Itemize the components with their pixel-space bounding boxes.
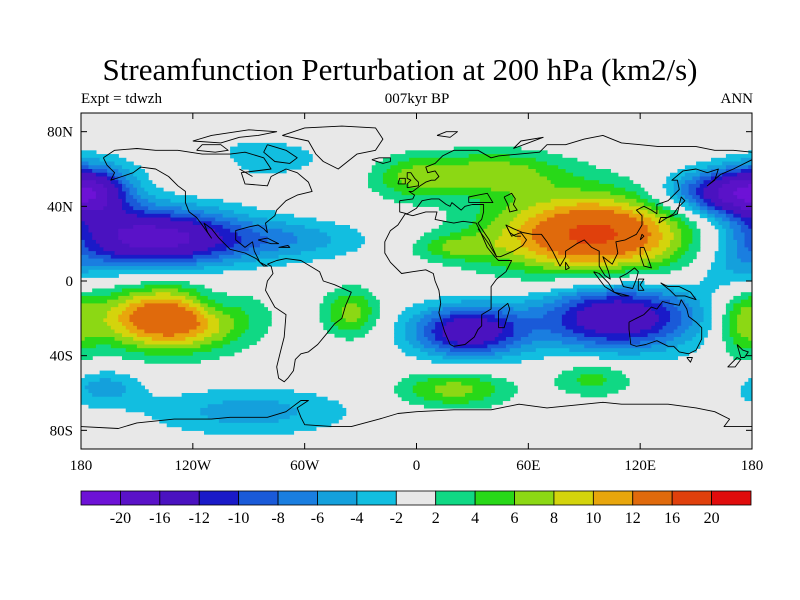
lat-tick-label: 80N xyxy=(47,125,73,141)
coastline-africa xyxy=(384,211,513,347)
coastline-eurasia xyxy=(399,134,752,280)
coastline-novaya-zemlya xyxy=(513,136,544,149)
colorbar-label: 6 xyxy=(511,510,519,527)
colorbar-label: 16 xyxy=(664,510,680,527)
lon-tick-label: 0 xyxy=(413,458,421,474)
coastline-cuba xyxy=(257,237,280,245)
lon-tick-label: 180 xyxy=(741,458,764,474)
coastline-black-sea xyxy=(468,192,494,204)
coastline-philippines xyxy=(639,246,652,269)
colorbar-label: -2 xyxy=(390,510,403,527)
coastline-arabian-peninsula-gulf xyxy=(505,224,521,237)
coastline-java xyxy=(613,291,630,297)
colorbar-swatch xyxy=(317,490,358,506)
colorbar-swatch xyxy=(356,490,397,506)
colorbar-label: 20 xyxy=(704,510,720,527)
coastline-ireland xyxy=(397,177,406,185)
colorbar-swatch xyxy=(120,490,161,506)
coastline-victoria-island xyxy=(196,144,229,153)
colorbar-swatch xyxy=(474,490,515,506)
coastline-sumatra xyxy=(593,271,615,293)
coastline-borneo xyxy=(619,267,639,289)
experiment-label: Expt = tdwzh xyxy=(81,91,162,107)
coastline-new-zealand xyxy=(736,344,749,358)
lat-tick-label: 80S xyxy=(50,423,73,439)
colorbar-label: -12 xyxy=(189,510,210,527)
coastline-sri-lanka xyxy=(565,261,570,271)
coastlines xyxy=(81,125,752,429)
season-label: ANN xyxy=(720,91,754,107)
colorbar-swatch xyxy=(395,490,437,506)
contour-field xyxy=(81,113,752,449)
colorbar: -20 -16 -12 -10 -8 -6 -4 -2 2 4 6 8 10 12 16 20 xyxy=(80,490,752,527)
coastline-south-america xyxy=(265,258,352,383)
colorbar-label: -10 xyxy=(228,510,249,527)
coastline-tasmania xyxy=(686,357,693,363)
colorbar-label: -16 xyxy=(149,510,170,527)
lat-tick-label: 40S xyxy=(50,349,73,365)
colorbar-swatch xyxy=(514,490,555,506)
colorbar-label: -20 xyxy=(110,510,131,527)
colorbar-swatch xyxy=(435,490,476,506)
lon-tick-label: 60E xyxy=(516,458,540,474)
coastline-madagascar xyxy=(498,302,511,329)
coastline-taiwan-hainan xyxy=(639,233,645,241)
lon-tick-label: 60W xyxy=(290,458,320,474)
colorbar-swatch xyxy=(632,490,673,506)
colorbar-label: -8 xyxy=(271,510,284,527)
coastline-greenland xyxy=(282,125,384,170)
coastline-hudson-shore xyxy=(239,168,253,177)
coastline-baffin-island xyxy=(263,144,298,164)
colorbar-label: 2 xyxy=(432,510,440,527)
coastline-iceland xyxy=(371,157,391,164)
axis-ticks: 80N 40N 0 40S 80S 180 120W 60W 0 60E 120E 180 xyxy=(47,113,763,474)
coastline-antarctica xyxy=(81,400,752,429)
colorbar-swatch xyxy=(671,490,712,506)
coastline-north-america xyxy=(102,148,313,267)
colorbar-label: -4 xyxy=(350,510,363,527)
colorbar-label: 10 xyxy=(585,510,601,527)
colorbar-swatch xyxy=(238,490,279,506)
coastline-new-guinea xyxy=(660,282,697,301)
coastline-new-zealand-south xyxy=(727,357,742,368)
coastline-sulawesi xyxy=(637,278,645,291)
plot-title: Streamfunction Perturbation at 200 hPa (… xyxy=(102,52,698,87)
coastline-hispaniola xyxy=(278,245,291,248)
time-period-label: 007kyr BP xyxy=(384,91,450,107)
lon-tick-label: 120W xyxy=(174,458,212,474)
coastline-canadian-archipelago xyxy=(192,129,278,144)
coastline-great-britain xyxy=(406,172,419,189)
colorbar-swatch xyxy=(277,490,318,506)
colorbar-swatch xyxy=(592,490,634,506)
colorbar-swatch xyxy=(80,490,121,506)
lat-tick-label: 40N xyxy=(47,199,73,215)
coastline-red-sea xyxy=(477,228,497,257)
coastline-svalbard xyxy=(436,131,458,138)
coastline-japan xyxy=(658,196,686,224)
coastline-australia xyxy=(628,299,703,355)
coastline-caspian-sea xyxy=(503,192,518,213)
colorbar-swatch xyxy=(553,490,594,506)
colorbar-swatch xyxy=(159,490,200,506)
colorbar-swatch xyxy=(711,490,752,506)
colorbar-swatch xyxy=(198,490,240,506)
lon-tick-label: 180 xyxy=(70,458,93,474)
lat-tick-label: 0 xyxy=(66,274,74,290)
colorbar-label: 12 xyxy=(625,510,641,527)
lon-tick-label: 120E xyxy=(624,458,656,474)
colorbar-label: -6 xyxy=(311,510,324,527)
colorbar-label: 4 xyxy=(471,510,479,527)
colorbar-label: 8 xyxy=(550,510,558,527)
